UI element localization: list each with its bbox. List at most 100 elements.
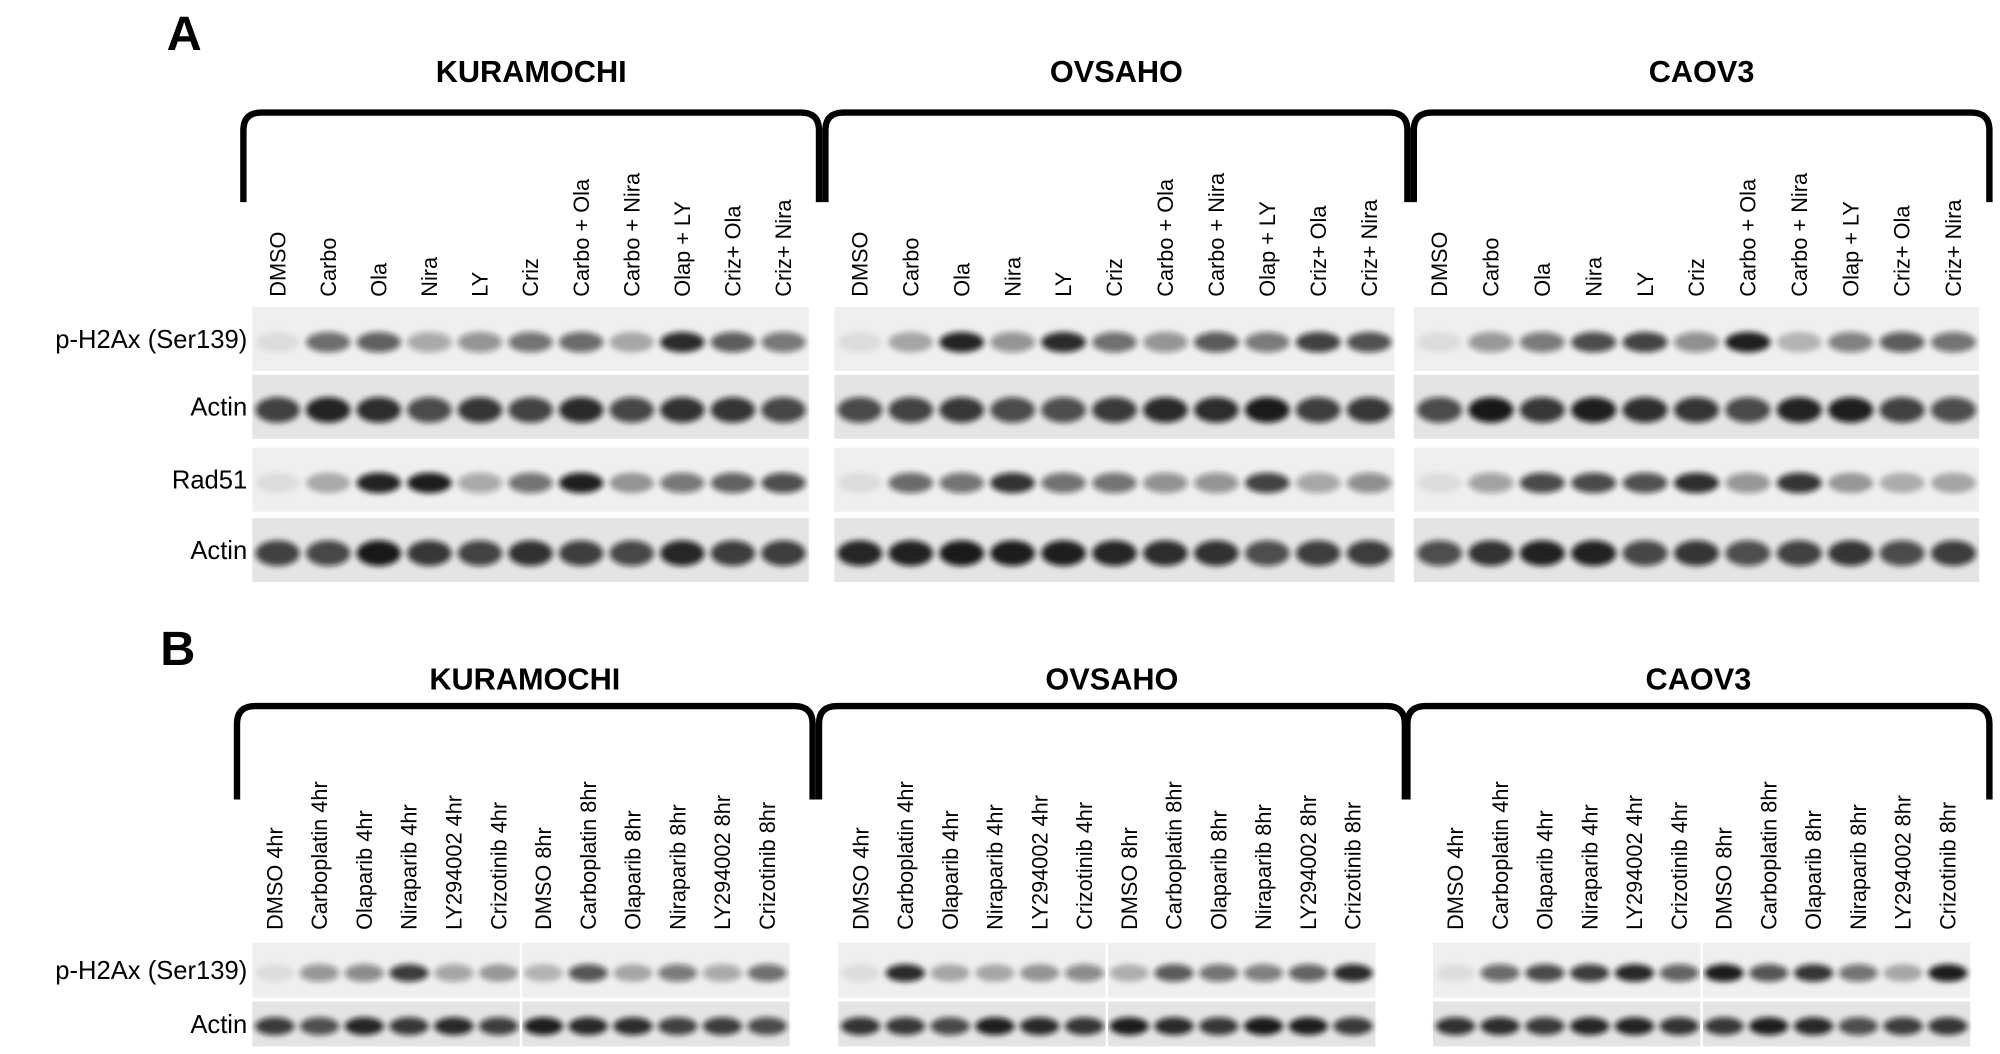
band (1725, 331, 1771, 353)
lane-label: Carbo + Ola (1153, 178, 1178, 297)
lane-label: LY (1051, 271, 1076, 296)
bracket (1404, 702, 1993, 800)
band (1571, 397, 1617, 423)
band (1725, 472, 1771, 494)
lane-label: Carbo + Nira (1204, 172, 1229, 297)
band (1519, 540, 1565, 567)
band (1571, 331, 1617, 353)
blot (1432, 1001, 1971, 1047)
band (1346, 397, 1392, 423)
band (1614, 1017, 1655, 1036)
band (1041, 540, 1086, 567)
bands (837, 331, 1392, 353)
band (1659, 1017, 1699, 1036)
blot (838, 942, 1376, 998)
lane-label: Crizotinib 8hr (1936, 802, 1961, 930)
band (508, 540, 553, 567)
band (255, 472, 300, 494)
band (1435, 1017, 1476, 1036)
band (457, 540, 503, 567)
band (255, 397, 300, 423)
band (1092, 540, 1137, 567)
blot (1413, 518, 1980, 583)
lane-label: Ola (949, 262, 974, 297)
band (1041, 397, 1086, 423)
band (710, 397, 756, 423)
band (1154, 964, 1194, 982)
band (344, 1017, 384, 1036)
lane-label: Niraparib 8hr (1251, 804, 1276, 930)
band (568, 964, 608, 982)
band (1776, 540, 1822, 567)
lane-label: Olaparib 8hr (1801, 810, 1826, 930)
lane-label: DMSO 4hr (848, 827, 873, 930)
bands (255, 397, 806, 423)
band (1333, 1017, 1373, 1036)
row-label: p-H2Ax (Ser139) (55, 957, 247, 985)
band (888, 331, 934, 353)
band (1041, 331, 1086, 353)
lane-label: Carbo + Nira (1787, 172, 1812, 297)
band (1435, 964, 1476, 982)
row-label: p-H2Ax (Ser139) (55, 326, 247, 354)
band (710, 472, 756, 494)
band (1244, 397, 1290, 423)
lane-label: LY294002 4hr (1622, 795, 1647, 930)
band (837, 397, 883, 423)
bands (255, 1017, 787, 1036)
lane-label: Olap + LY (1838, 201, 1863, 297)
lane-label: Carboplatin 4hr (307, 781, 332, 930)
band (407, 472, 452, 494)
lane-label: Niraparib 4hr (397, 804, 422, 930)
lane-label: Carbo + Ola (569, 178, 594, 297)
group-heading: CAOV3 (1649, 54, 1755, 89)
lane-label: Crizotinib 4hr (1072, 802, 1097, 930)
band (1571, 472, 1617, 494)
bands (255, 540, 806, 567)
blot (834, 447, 1395, 512)
lane-label: Niraparib 8hr (665, 804, 690, 930)
bands (1416, 472, 1977, 494)
lane-label: LY294002 4hr (1027, 795, 1052, 930)
band (558, 397, 604, 423)
band (1930, 331, 1977, 353)
lane-label: Criz (1102, 258, 1127, 297)
group-heading: OVSAHO (1045, 661, 1178, 696)
bands (255, 472, 806, 494)
lane-label: Criz+ Ola (1890, 205, 1915, 297)
blot (252, 942, 790, 998)
row-label: Actin (190, 394, 247, 422)
blot (252, 1001, 790, 1047)
band (710, 540, 756, 567)
band (1776, 331, 1822, 353)
blot (1413, 306, 1980, 371)
lane-label: DMSO 8hr (1117, 827, 1142, 930)
band (305, 472, 351, 494)
lane-label: LY294002 8hr (1296, 795, 1321, 930)
band (885, 964, 926, 982)
band (1468, 540, 1514, 567)
band (1725, 397, 1771, 423)
lane-label: Carboplatin 4hr (1488, 781, 1513, 930)
band (747, 964, 787, 982)
band (1930, 397, 1977, 423)
band (1416, 331, 1463, 353)
bands (1416, 540, 1977, 567)
band (888, 397, 934, 423)
band (609, 540, 654, 567)
lane-label: Criz+ Nira (771, 199, 796, 297)
lane-label: Criz+ Nira (1357, 199, 1382, 297)
band (710, 331, 756, 353)
band (840, 964, 881, 982)
band (356, 331, 402, 353)
band (478, 1017, 519, 1036)
lane-label: Crizotinib 4hr (1667, 802, 1692, 930)
blot (834, 374, 1395, 439)
band (1879, 540, 1925, 567)
band (888, 472, 934, 494)
band (508, 472, 553, 494)
bracket (1410, 109, 1993, 203)
band (660, 397, 705, 423)
lane-label: LY (468, 271, 493, 296)
band (299, 964, 340, 982)
